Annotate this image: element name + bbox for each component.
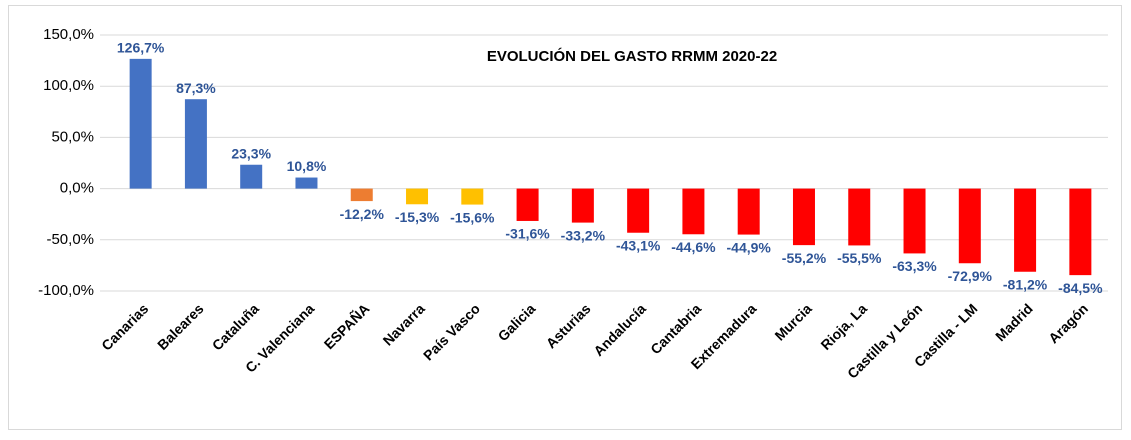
data-label: -31,6%	[505, 226, 550, 242]
data-label: -63,3%	[892, 258, 937, 274]
bar	[571, 188, 594, 223]
chart-frame	[8, 5, 1122, 430]
bar	[848, 188, 871, 246]
data-label: -43,1%	[616, 237, 661, 253]
data-label: -81,2%	[1003, 276, 1048, 292]
bar	[737, 188, 760, 235]
y-tick-label: 150,0%	[43, 26, 94, 43]
data-label: 10,8%	[287, 158, 327, 174]
bar	[350, 188, 373, 202]
bar	[682, 188, 705, 235]
bar	[627, 188, 650, 233]
y-tick-label: 50,0%	[51, 128, 94, 145]
data-label: -33,2%	[561, 227, 606, 243]
bar	[461, 188, 484, 205]
bar	[184, 99, 207, 189]
bar	[958, 188, 981, 264]
bar	[129, 58, 152, 189]
data-label: 87,3%	[176, 80, 216, 96]
data-label: -15,6%	[450, 209, 495, 225]
y-tick-label: -50,0%	[46, 231, 94, 248]
bar	[1014, 188, 1037, 272]
data-label: -44,9%	[727, 239, 772, 255]
y-tick-label: -100,0%	[38, 282, 94, 299]
chart-title: EVOLUCIÓN DEL GASTO RRMM 2020-22	[487, 47, 777, 65]
bar	[240, 164, 263, 189]
bar	[792, 188, 815, 246]
data-label: 126,7%	[117, 40, 165, 56]
data-label: -84,5%	[1058, 280, 1103, 296]
bar	[406, 188, 429, 205]
bar	[295, 177, 318, 189]
data-label: -44,6%	[671, 239, 716, 255]
data-label: -72,9%	[948, 268, 993, 284]
bar	[1069, 188, 1092, 276]
bar	[516, 188, 539, 221]
bar	[903, 188, 926, 254]
data-label: -55,2%	[782, 250, 827, 266]
data-label: 23,3%	[231, 145, 271, 161]
data-label: -15,3%	[395, 209, 440, 225]
y-tick-label: 0,0%	[60, 180, 94, 197]
data-label: -55,5%	[837, 250, 882, 266]
y-tick-label: 100,0%	[43, 77, 94, 94]
data-label: -12,2%	[340, 206, 385, 222]
